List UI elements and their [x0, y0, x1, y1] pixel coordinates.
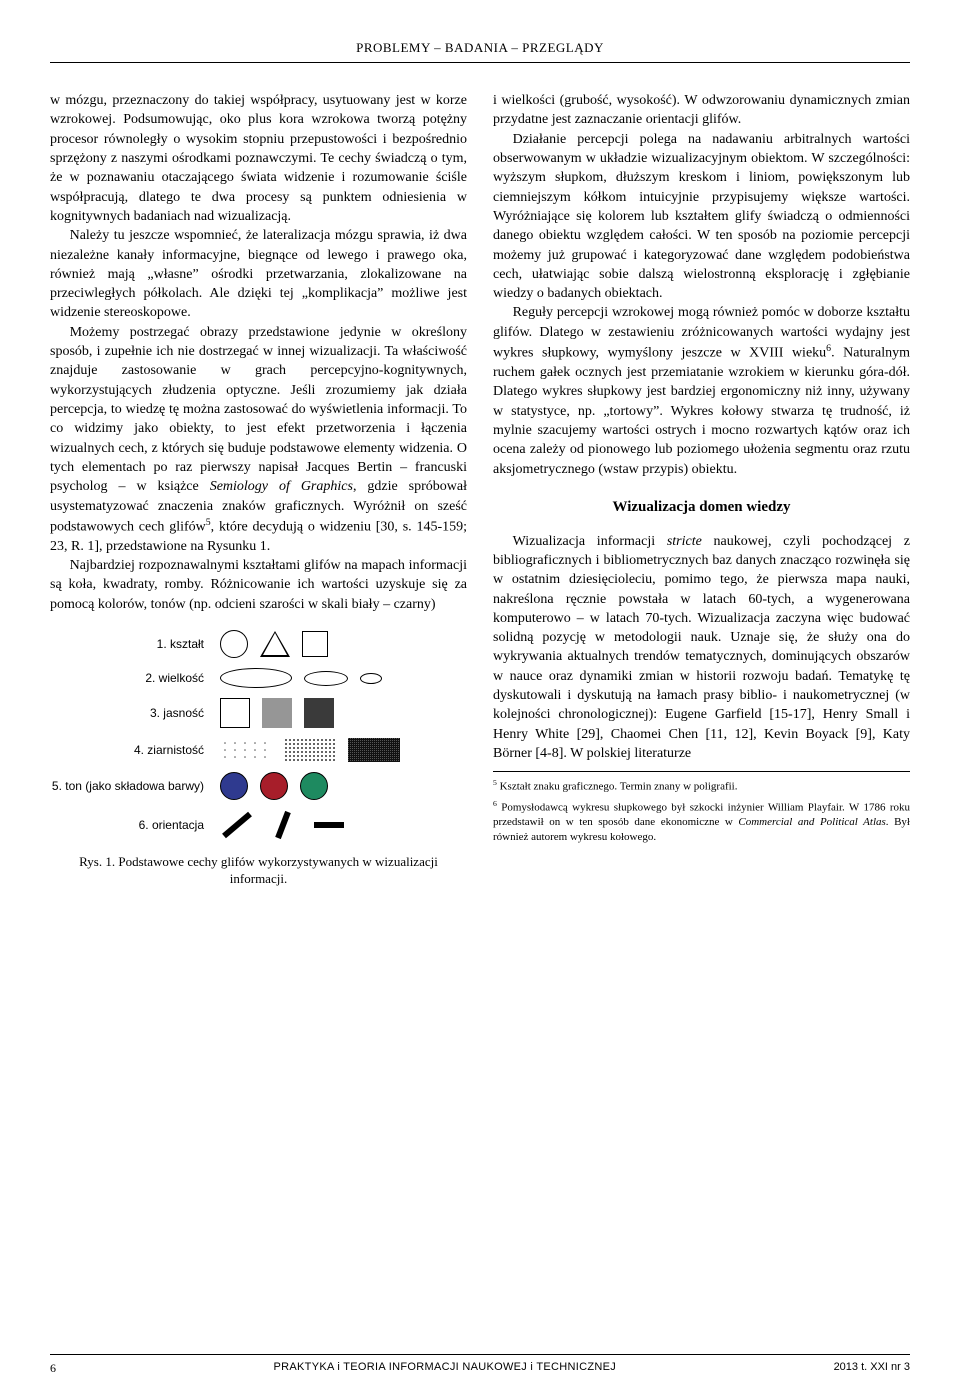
orientation-icon	[266, 810, 300, 840]
two-column-body: w mózgu, przeznaczony do takiej współpra…	[50, 91, 910, 888]
swatch-icon	[262, 698, 292, 728]
grain-medium-icon	[284, 738, 336, 762]
fig-shapes	[220, 698, 334, 728]
page-footer: 6 PRAKTYKA i TEORIA INFORMACJI NAUKOWEJ …	[50, 1354, 910, 1376]
fig-label: 4. ziarnistość	[50, 742, 220, 759]
text: . Naturalnym ruchem gałek ocznych jest p…	[493, 346, 910, 477]
para: Możemy postrzegać obrazy przedstawione j…	[50, 323, 467, 556]
para: Reguły percepcji wzrokowej mogą również …	[493, 303, 910, 478]
text: Możemy postrzegać obrazy przedstawione j…	[50, 325, 467, 495]
footnotes: 5 Kształt znaku graficznego. Termin znan…	[493, 771, 910, 845]
ellipse-icon	[220, 668, 292, 688]
fig-shapes	[220, 630, 328, 658]
fig-label: 2. wielkość	[50, 670, 220, 687]
emphasis: stricte	[667, 534, 702, 549]
footnote: 5 Kształt znaku graficznego. Termin znan…	[493, 778, 910, 795]
fig-row-orientation: 6. orientacja	[50, 810, 467, 840]
fig-label: 5. ton (jako składowa barwy)	[50, 778, 220, 795]
footnote: 6 Pomysłodawcą wykresu słupkowego był sz…	[493, 799, 910, 845]
book-title: Semiology of Graphics	[210, 479, 353, 494]
fig-row-texture: 4. ziarnistość	[50, 738, 467, 762]
fig-row-hue: 5. ton (jako składowa barwy)	[50, 772, 467, 800]
orientation-icon	[220, 810, 254, 840]
color-circle-icon	[300, 772, 328, 800]
fig-row-size: 2. wielkość	[50, 668, 467, 688]
book-title: Commercial and Political Atlas	[738, 816, 885, 828]
figure-1: 1. kształt 2. wielkość 3. jasność	[50, 630, 467, 888]
journal-name: PRAKTYKA i TEORIA INFORMACJI NAUKOWEJ i …	[274, 1361, 617, 1376]
text: naukowej, czyli pochodzącej z bibliograf…	[493, 534, 910, 761]
ellipse-icon	[304, 671, 348, 686]
circle-icon	[220, 630, 248, 658]
grain-sparse-icon	[220, 738, 272, 762]
fig-label: 1. kształt	[50, 636, 220, 653]
fig-row-shape: 1. kształt	[50, 630, 467, 658]
left-column: w mózgu, przeznaczony do takiej współpra…	[50, 91, 467, 888]
ellipse-icon	[360, 673, 382, 684]
color-circle-icon	[260, 772, 288, 800]
fig-label: 6. orientacja	[50, 817, 220, 834]
para: Należy tu jeszcze wspomnieć, że laterali…	[50, 226, 467, 323]
para: w mózgu, przeznaczony do takiej współpra…	[50, 91, 467, 226]
fig-shapes	[220, 772, 328, 800]
text: Wizualizacja informacji	[513, 534, 667, 549]
text: Kształt znaku graficznego. Termin znany …	[497, 781, 738, 793]
fig-row-value: 3. jasność	[50, 698, 467, 728]
fig-shapes	[220, 810, 346, 840]
para: Działanie percepcji polega na nadawaniu …	[493, 130, 910, 304]
fig-shapes	[220, 668, 382, 688]
square-icon	[302, 631, 328, 657]
page-number: 6	[50, 1361, 56, 1376]
triangle-icon	[260, 631, 290, 657]
para: Najbardziej rozpoznawalnymi kształtami g…	[50, 556, 467, 614]
fig-shapes	[220, 738, 400, 762]
color-circle-icon	[220, 772, 248, 800]
fig-label: 3. jasność	[50, 705, 220, 722]
swatch-icon	[220, 698, 250, 728]
para: i wielkości (grubość, wysokość). W odwzo…	[493, 91, 910, 130]
swatch-icon	[304, 698, 334, 728]
text: Podsumowując, oko plus kora wzrokowa two…	[50, 112, 467, 224]
grain-dense-icon	[348, 738, 400, 762]
section-heading: Wizualizacja domen wiedzy	[493, 497, 910, 518]
header-rule	[50, 62, 910, 63]
issue-info: 2013 t. XXI nr 3	[834, 1361, 910, 1376]
running-head: PROBLEMY – BADANIA – PRZEGLĄDY	[50, 40, 910, 56]
orientation-icon	[312, 810, 346, 840]
right-column: i wielkości (grubość, wysokość). W odwzo…	[493, 91, 910, 888]
figure-caption: Rys. 1. Podstawowe cechy glifów wykorzys…	[50, 854, 467, 888]
para: Wizualizacja informacji stricte naukowej…	[493, 532, 910, 764]
